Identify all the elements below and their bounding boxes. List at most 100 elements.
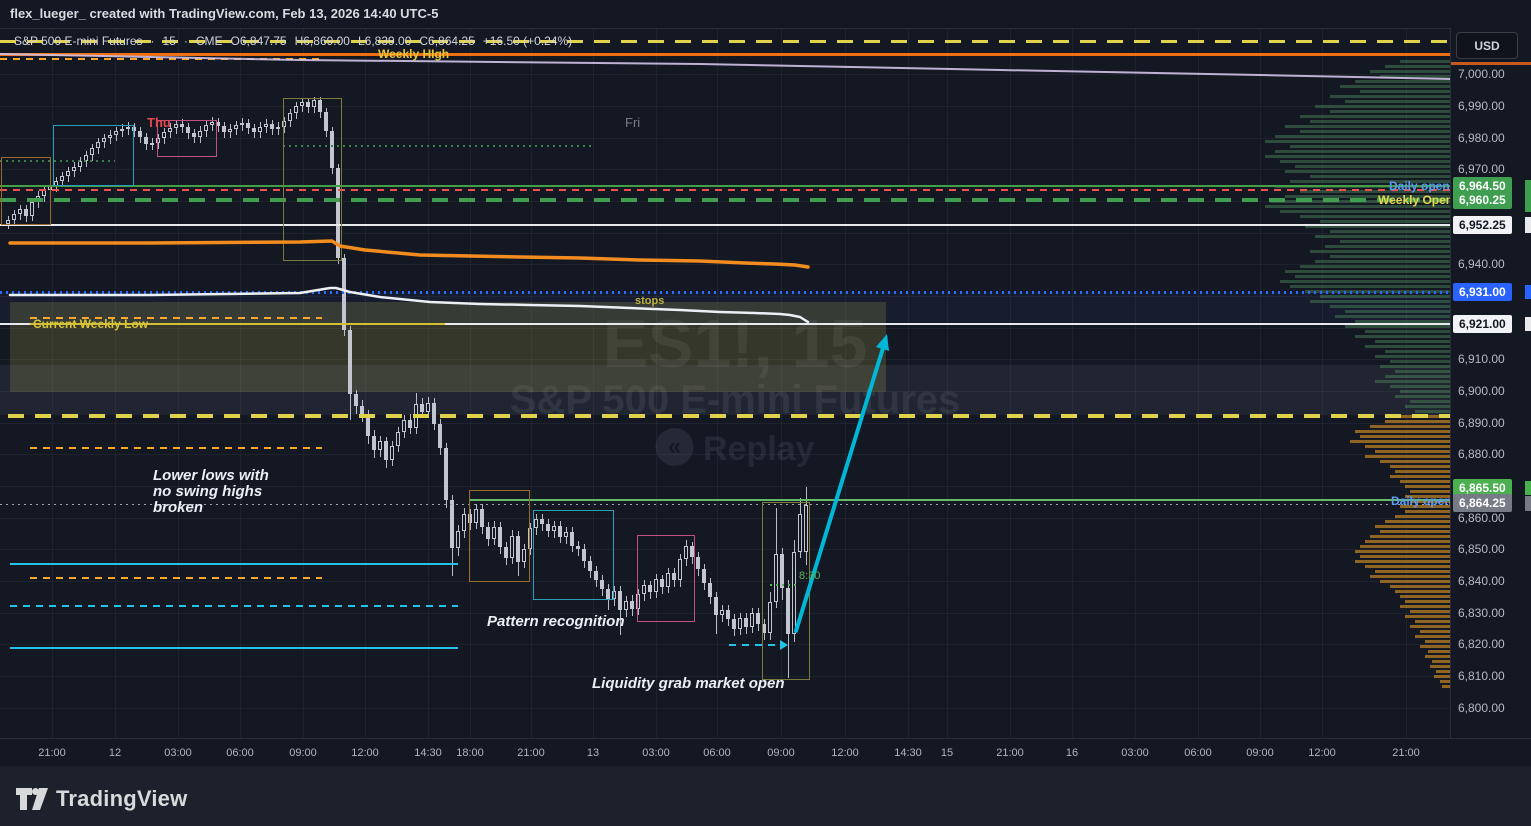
horizontal-level-line[interactable] — [469, 499, 1450, 501]
horizontal-level-line[interactable] — [0, 323, 1450, 325]
daily-open-top-label[interactable]: Daily open — [1389, 179, 1450, 193]
price-scale[interactable] — [1450, 28, 1531, 738]
grid-vline — [178, 28, 179, 738]
price-scale-label: 6,890.00 — [1458, 416, 1505, 430]
horizontal-level-line[interactable] — [0, 185, 1450, 187]
horizontal-level-line[interactable] — [0, 39, 1450, 43]
volume-profile-row-orange — [1380, 580, 1450, 583]
volume-profile-row-green — [1330, 305, 1450, 308]
candle-body — [252, 128, 256, 132]
daily-open-bottom-label[interactable]: Daily open — [1391, 494, 1452, 508]
liquidity-grab-annotation[interactable]: Liquidity grab market open — [592, 675, 785, 692]
grid-vline — [1260, 28, 1261, 738]
candle-body — [156, 138, 160, 143]
volume-profile-row-green — [1275, 150, 1450, 153]
volume-profile-row-green — [1345, 100, 1450, 103]
grid-vline — [947, 28, 948, 738]
volume-profile-row-orange — [1380, 460, 1450, 463]
candle-body — [246, 123, 250, 128]
horizontal-level-line[interactable] — [0, 198, 1450, 202]
pattern-box[interactable] — [469, 490, 530, 582]
current-weekly-low-label[interactable]: Current Weekly Low — [33, 317, 149, 331]
pattern-recognition-annotation[interactable]: Pattern recognition — [487, 613, 625, 630]
stops-label[interactable]: stops — [635, 295, 665, 307]
candle-body — [384, 441, 388, 460]
symbol-legend[interactable]: S&P 500 E-mini Futures · 15 · CME O6,847… — [14, 34, 572, 48]
grid-vline — [470, 28, 471, 738]
candle-body — [378, 441, 382, 450]
weekly-open-label[interactable]: Weekly Open — [1378, 193, 1454, 207]
symbol-interval[interactable]: 15 — [162, 34, 176, 48]
pattern-box[interactable] — [533, 510, 614, 600]
lower-lows-annotation[interactable]: Lower lows with no swing highs broken — [153, 467, 269, 516]
volume-profile-row-orange — [1425, 640, 1450, 643]
volume-profile-row-orange — [1430, 665, 1450, 668]
grid-vline — [1010, 28, 1011, 738]
volume-profile-row-green — [1320, 295, 1450, 298]
candle-body — [408, 420, 412, 428]
price-scale-label: 6,860.00 — [1458, 511, 1505, 525]
scale-color-strip — [1525, 317, 1531, 331]
symbol-exchange: CME — [195, 34, 223, 48]
horizontal-level-line[interactable] — [30, 577, 322, 579]
horizontal-level-line[interactable] — [0, 290, 1450, 294]
candle-body — [528, 528, 532, 549]
horizontal-level-line[interactable] — [30, 447, 322, 449]
horizontal-level-line[interactable] — [770, 584, 800, 586]
horizontal-level-line[interactable] — [0, 189, 1450, 191]
symbol-name[interactable]: S&P 500 E-mini Futures — [14, 34, 143, 48]
candle-body — [270, 124, 274, 129]
pattern-box[interactable] — [283, 98, 342, 261]
volume-profile-row-green — [1385, 350, 1450, 353]
horizontal-level-line[interactable] — [0, 224, 1450, 226]
horizontal-level-line[interactable] — [10, 647, 458, 649]
volume-profile-row-orange — [1425, 655, 1450, 658]
grid-hline — [0, 233, 1450, 234]
horizontal-level-line[interactable] — [729, 644, 779, 646]
tradingview-logo-icon[interactable] — [14, 786, 50, 812]
candle-body — [360, 406, 364, 414]
time-axis-label: 06:00 — [703, 747, 731, 759]
volume-profile-row-orange — [1410, 610, 1450, 613]
volume-profile-row-green — [1340, 240, 1450, 243]
volume-profile-row-green — [1300, 215, 1450, 218]
volume-profile-row-green — [1330, 255, 1450, 258]
volume-profile-row-green — [1285, 270, 1450, 273]
horizontal-level-line[interactable] — [10, 563, 458, 565]
pattern-box[interactable] — [762, 502, 810, 680]
volume-profile-row-green — [1355, 80, 1450, 83]
price-scale-label: 6,800.00 — [1458, 701, 1505, 715]
pattern-box[interactable] — [637, 535, 695, 622]
volume-profile-row-orange — [1434, 675, 1450, 678]
time-axis[interactable]: 21:00 12 03:00 06:00 09:00 12:00 14:30 18:00 21:… — [0, 738, 1531, 767]
volume-profile-row-orange — [1370, 425, 1450, 428]
horizontal-level-line[interactable] — [0, 503, 1450, 505]
candle-body — [720, 610, 724, 615]
horizontal-level-line[interactable] — [8, 414, 1450, 418]
separator-dot: · — [150, 34, 155, 48]
horizontal-level-line[interactable] — [0, 52, 1450, 56]
price-scale-label: 6,850.00 — [1458, 542, 1505, 556]
scale-color-strip — [1525, 180, 1531, 212]
volume-profile-row-orange — [1365, 565, 1450, 568]
pattern-box[interactable] — [53, 125, 134, 186]
candle-body — [18, 209, 22, 214]
volume-profile-row-orange — [1375, 570, 1450, 573]
currency-toggle-button[interactable]: USD — [1456, 32, 1518, 59]
volume-profile-row-orange — [1400, 595, 1450, 598]
horizontal-level-line[interactable] — [10, 605, 458, 607]
candle-body — [546, 524, 550, 531]
time-axis-label: 21:00 — [38, 747, 66, 759]
tradingview-logo-text[interactable]: TradingView — [56, 786, 188, 811]
horizontal-level-line[interactable] — [283, 145, 595, 147]
candle-body — [738, 618, 742, 629]
horizontal-level-line[interactable] — [0, 58, 323, 60]
scale-weekly-high-segment — [1451, 62, 1531, 65]
weekly-high-label[interactable]: Weekly HIgh — [378, 47, 450, 61]
pattern-box[interactable] — [157, 120, 217, 157]
volume-profile-row-orange — [1400, 605, 1450, 608]
horizontal-level-line[interactable] — [30, 323, 445, 325]
candle-body — [120, 129, 124, 131]
horizontal-level-line[interactable] — [0, 160, 115, 162]
pattern-box[interactable] — [1, 157, 51, 225]
